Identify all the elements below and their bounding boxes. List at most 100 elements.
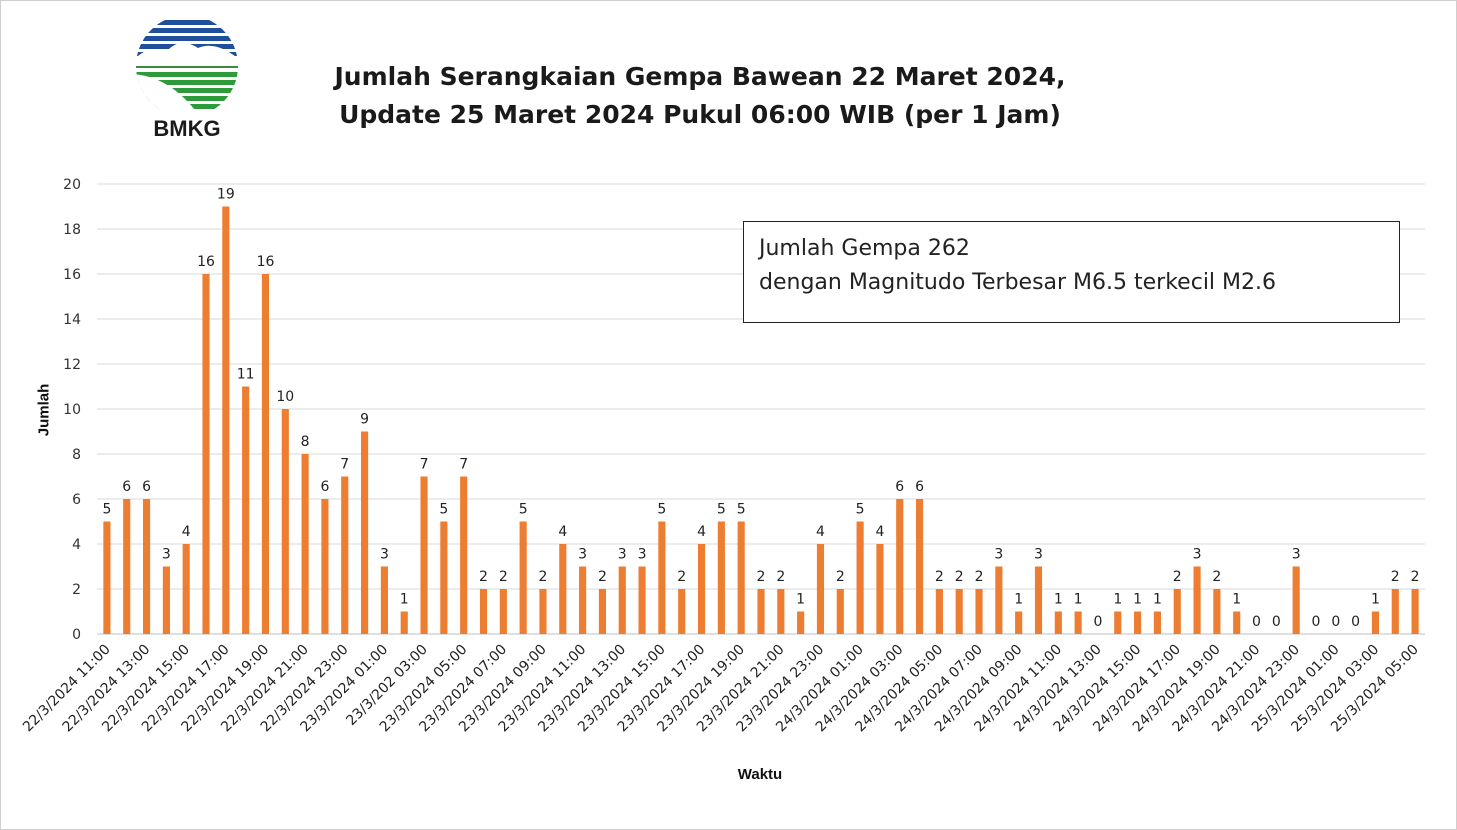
data-label: 3 xyxy=(638,547,647,563)
bar xyxy=(1233,611,1241,634)
bar xyxy=(1074,611,1082,634)
y-tick-label: 4 xyxy=(72,537,81,553)
bar xyxy=(103,521,111,634)
bar xyxy=(1173,589,1181,634)
data-label: 5 xyxy=(657,502,666,518)
data-label: 8 xyxy=(301,434,310,450)
bar xyxy=(321,499,329,634)
data-label: 3 xyxy=(1034,547,1043,563)
bar xyxy=(1193,566,1201,634)
bar xyxy=(896,499,904,634)
data-label: 3 xyxy=(162,547,171,563)
bar xyxy=(1391,589,1399,634)
bar xyxy=(380,566,388,634)
bar xyxy=(579,566,587,634)
bar xyxy=(935,589,943,634)
data-label: 4 xyxy=(182,524,191,540)
y-tick-label: 0 xyxy=(72,627,81,643)
chart-title-line-1: Jumlah Serangkaian Gempa Bawean 22 Maret… xyxy=(334,62,1066,91)
data-label: 1 xyxy=(1133,592,1142,608)
bar xyxy=(856,521,864,634)
data-label: 4 xyxy=(875,524,884,540)
data-label: 2 xyxy=(539,569,548,585)
bar xyxy=(1034,566,1043,634)
bar xyxy=(816,544,825,634)
bar xyxy=(678,589,686,634)
data-label: 6 xyxy=(915,479,924,495)
bar xyxy=(1371,611,1380,634)
data-label: 6 xyxy=(320,479,329,495)
x-axis-title: Waktu xyxy=(737,766,783,783)
bar xyxy=(182,544,190,634)
data-label: 3 xyxy=(618,547,627,563)
data-label: 2 xyxy=(499,569,508,585)
data-label: 2 xyxy=(975,569,984,585)
data-label: 0 xyxy=(1093,614,1102,630)
bar xyxy=(1015,611,1023,634)
data-label: 6 xyxy=(895,479,904,495)
data-label: 1 xyxy=(1054,592,1063,608)
bar xyxy=(797,611,805,634)
bar xyxy=(460,476,468,634)
bar xyxy=(1292,566,1300,634)
data-label: 3 xyxy=(578,547,587,563)
data-label: 0 xyxy=(1312,614,1321,630)
data-label: 7 xyxy=(340,457,349,473)
data-label: 3 xyxy=(994,547,1003,563)
data-label: 1 xyxy=(1113,592,1122,608)
data-label: 2 xyxy=(1212,569,1221,585)
data-label: 2 xyxy=(757,569,766,585)
y-tick-label: 2 xyxy=(72,582,81,598)
bar xyxy=(242,386,250,634)
bar xyxy=(955,589,963,634)
bar xyxy=(123,499,131,634)
bar xyxy=(836,589,844,634)
bar xyxy=(598,589,607,634)
data-label: 6 xyxy=(122,479,131,495)
bar xyxy=(697,544,706,634)
data-label: 1 xyxy=(1153,592,1162,608)
bar xyxy=(777,589,785,634)
data-label: 2 xyxy=(776,569,785,585)
y-tick-label: 16 xyxy=(63,267,81,283)
bar xyxy=(261,274,270,634)
bar xyxy=(1114,611,1122,634)
data-label: 3 xyxy=(1193,547,1202,563)
data-label: 1 xyxy=(796,592,805,608)
data-label: 2 xyxy=(836,569,845,585)
data-label: 3 xyxy=(1292,547,1301,563)
data-label: 5 xyxy=(717,502,726,518)
bar xyxy=(1213,589,1221,634)
y-tick-label: 20 xyxy=(63,177,81,193)
data-label: 1 xyxy=(400,592,409,608)
bar xyxy=(519,521,527,634)
bar xyxy=(1153,611,1161,634)
bar xyxy=(1411,589,1419,634)
bar xyxy=(281,409,289,634)
data-label: 16 xyxy=(197,254,215,270)
bar xyxy=(361,431,369,634)
bar xyxy=(737,521,745,634)
bar xyxy=(975,589,983,634)
data-label: 3 xyxy=(380,547,389,563)
bar xyxy=(222,206,230,634)
data-label: 0 xyxy=(1331,614,1340,630)
data-label: 5 xyxy=(519,502,528,518)
data-label: 2 xyxy=(1411,569,1420,585)
data-label: 6 xyxy=(142,479,151,495)
data-label: 1 xyxy=(1014,592,1023,608)
y-tick-label: 18 xyxy=(63,222,81,238)
bar xyxy=(876,544,884,634)
bmkg-logo-icon xyxy=(136,15,238,117)
bar xyxy=(1054,611,1062,634)
bar xyxy=(142,499,151,634)
data-label: 0 xyxy=(1252,614,1261,630)
data-label: 1 xyxy=(1371,592,1380,608)
bar xyxy=(420,476,428,634)
bar xyxy=(341,476,349,634)
bar xyxy=(995,566,1003,634)
bar xyxy=(915,499,924,634)
data-label: 0 xyxy=(1272,614,1281,630)
data-label: 5 xyxy=(102,502,111,518)
